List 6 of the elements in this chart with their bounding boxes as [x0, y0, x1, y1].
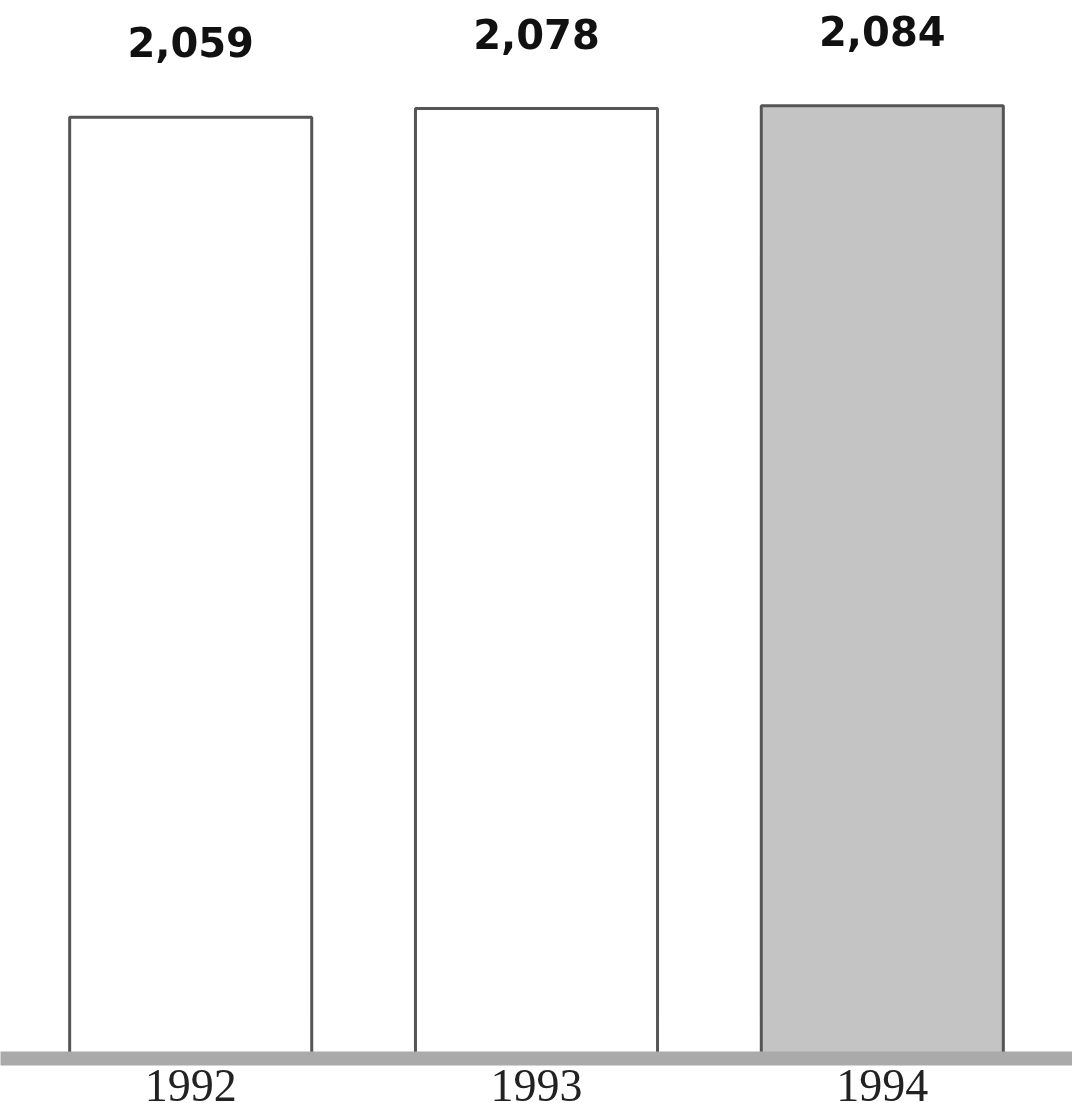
data-label: 2,059: [127, 20, 254, 67]
x-tick-label: 1994: [836, 1059, 929, 1103]
data-label: 2,078: [473, 11, 600, 58]
x-tick-label: 1992: [144, 1059, 237, 1103]
data-label: 2,084: [819, 8, 946, 55]
x-tick-label: 1993: [490, 1059, 583, 1103]
